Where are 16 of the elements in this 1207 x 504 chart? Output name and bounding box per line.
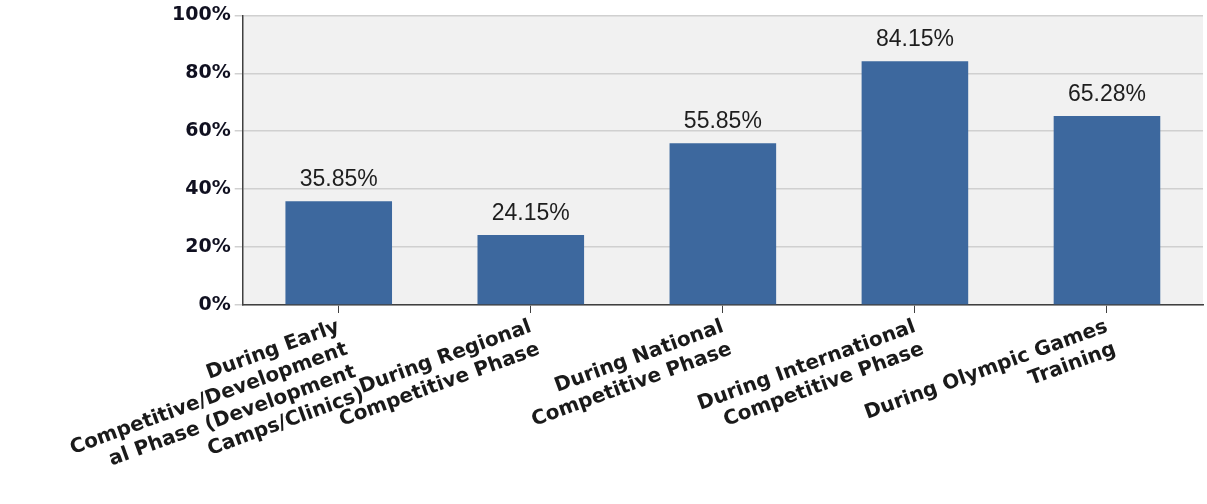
bar [861, 61, 969, 305]
data-label: 84.15% [875, 25, 954, 52]
data-label: 55.85% [683, 107, 762, 134]
y-tick-label: 100% [171, 2, 231, 25]
y-tick-label: 60% [185, 118, 231, 141]
bar [669, 143, 777, 305]
data-label: 65.28% [1067, 79, 1146, 106]
bar [1053, 115, 1161, 305]
bar [285, 201, 393, 305]
data-label: 24.15% [491, 198, 570, 225]
data-label: 35.85% [299, 165, 378, 192]
y-tick-label: 40% [185, 176, 231, 199]
y-tick-label: 0% [198, 291, 231, 314]
bar [477, 235, 585, 305]
y-tick-label: 20% [185, 234, 231, 257]
y-tick-label: 80% [185, 60, 231, 83]
